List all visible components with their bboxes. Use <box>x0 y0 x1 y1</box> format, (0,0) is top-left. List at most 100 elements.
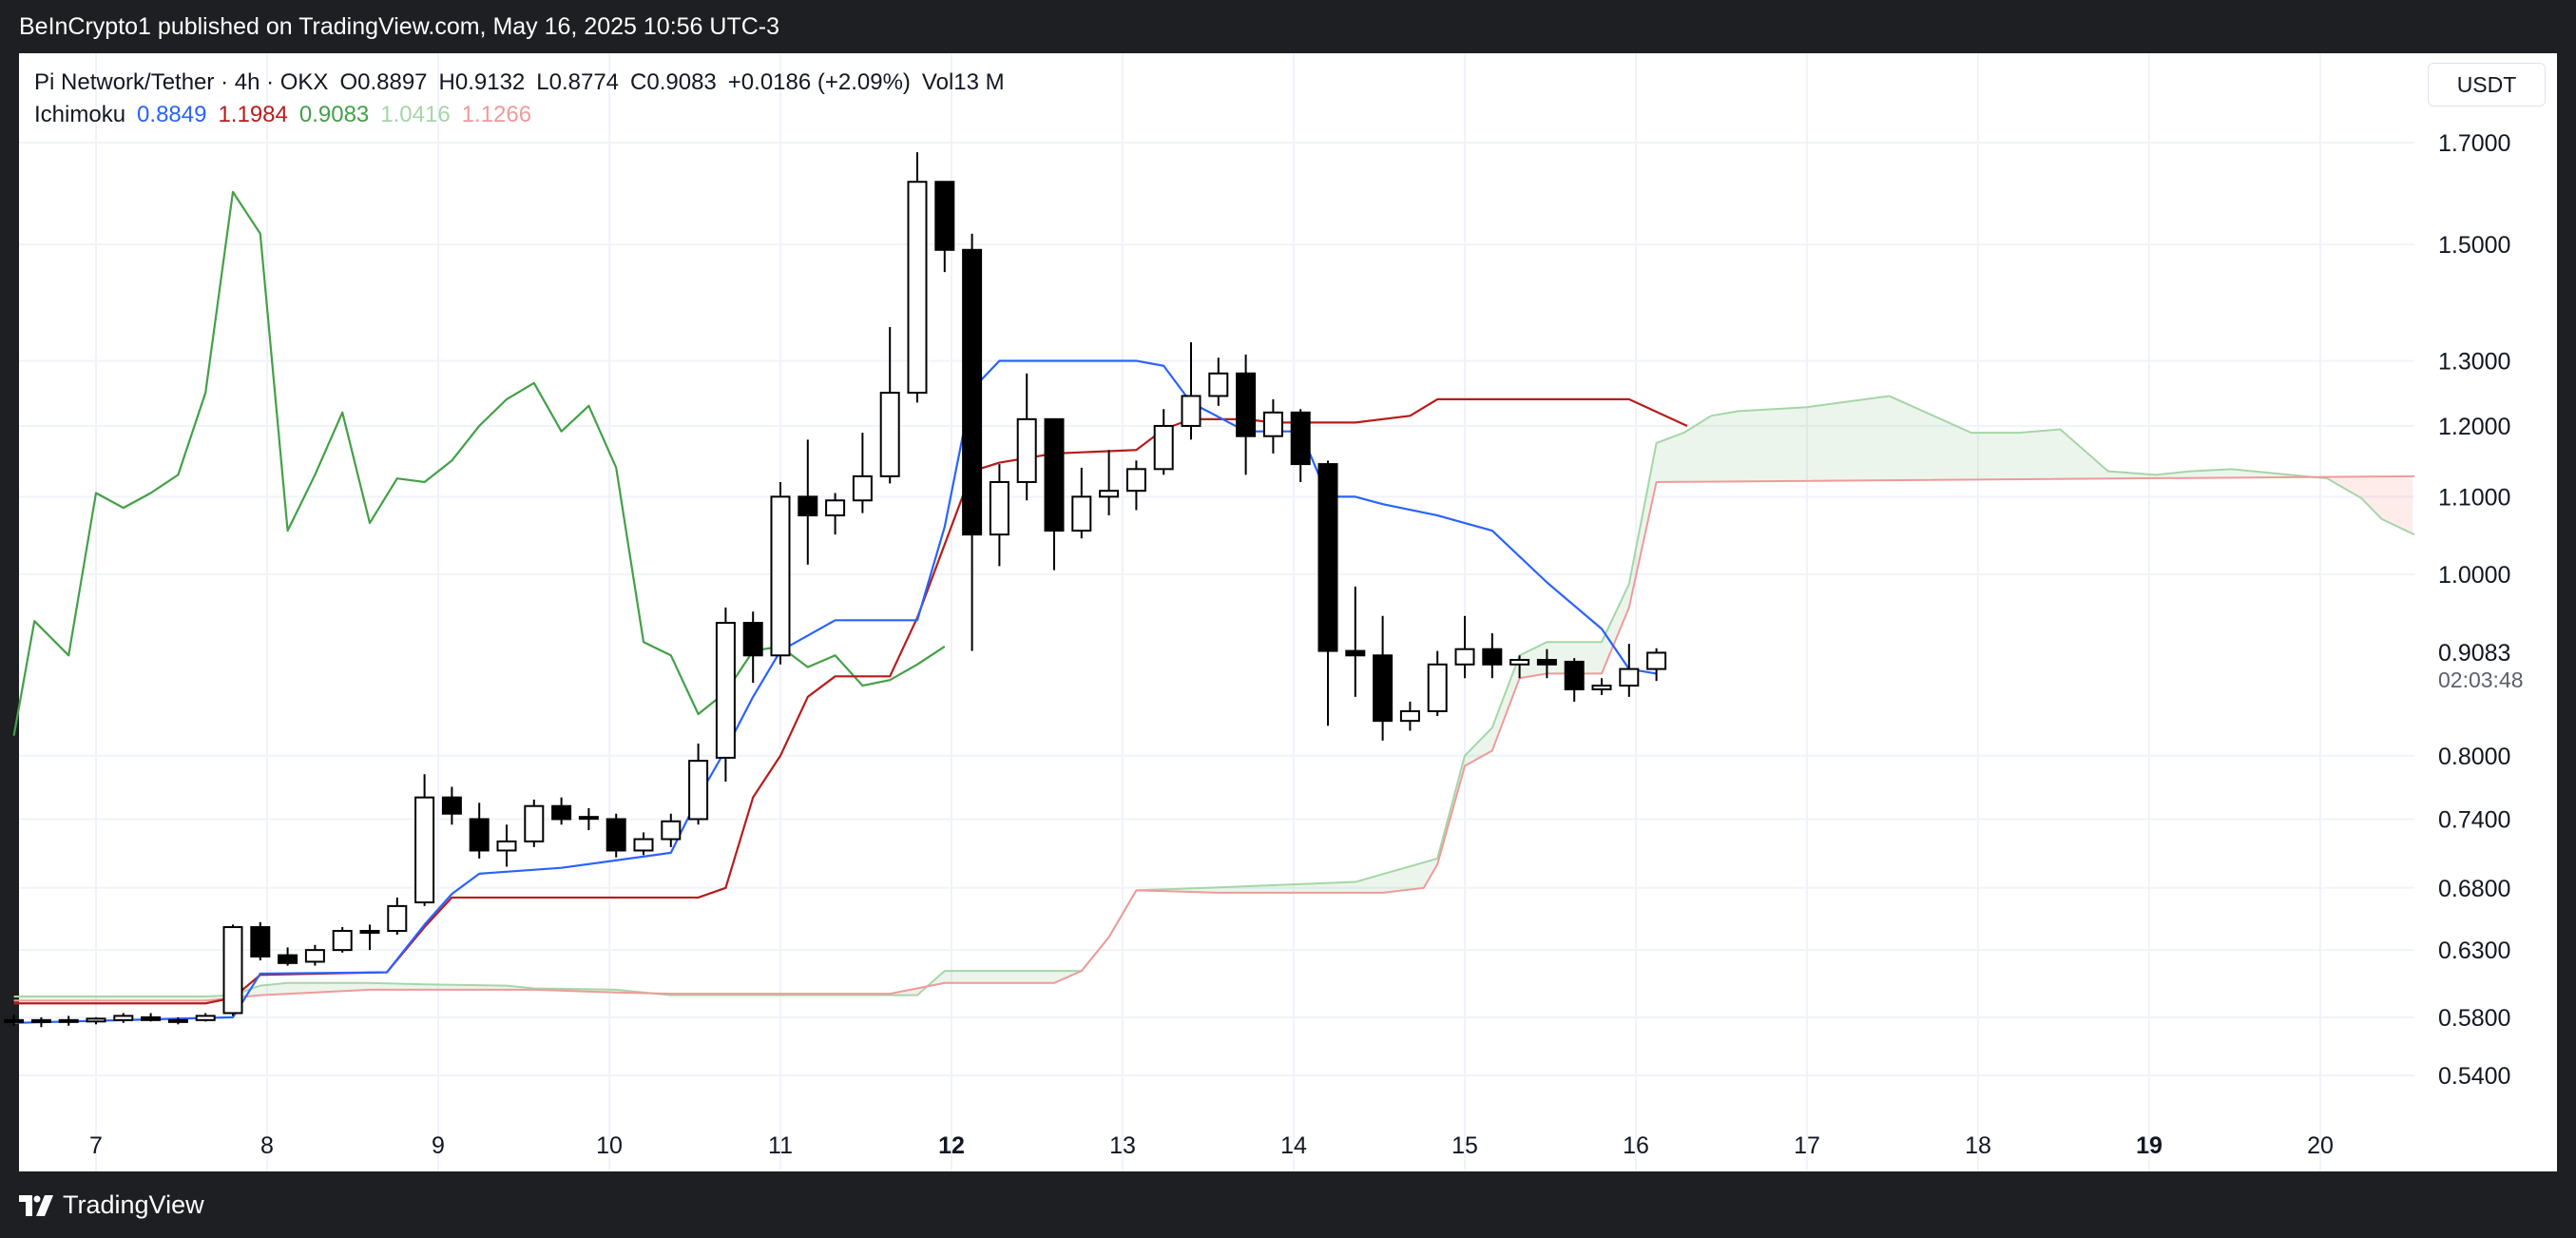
footer-bar <box>0 1171 2576 1238</box>
time-tick-label: 13 <box>1109 1132 1136 1159</box>
candle-body <box>770 495 791 657</box>
symbol-info[interactable]: Pi Network/Tether · 4h · OKX <box>34 69 329 95</box>
candle-up <box>825 493 846 535</box>
candle-body <box>1125 468 1146 493</box>
candle-down <box>469 803 490 859</box>
candle-body <box>195 1015 216 1021</box>
candle-down <box>1345 586 1366 697</box>
candle-body <box>1509 659 1530 666</box>
candle-up <box>1399 701 1420 731</box>
time-axis: 7 8 9 10 11 12 13 14 15 16 17 18 19 20 <box>89 1132 2334 1159</box>
candle-down <box>1564 658 1585 702</box>
indicator-name[interactable]: Ichimoku <box>34 102 126 127</box>
ohlc-close: C0.9083 <box>630 69 717 96</box>
candle-up <box>770 481 791 665</box>
ichimoku-span-a-value: 1.0416 <box>380 102 451 127</box>
high-value: 0.9132 <box>454 69 526 95</box>
cloud-segment <box>13 982 654 1001</box>
candle-body <box>1071 495 1092 532</box>
time-tick-label: 7 <box>89 1132 103 1159</box>
last-price-label: 0.9083 <box>2438 640 2510 667</box>
candle-down <box>798 439 818 565</box>
tradingview-icon <box>19 1194 53 1216</box>
candle-body <box>1564 660 1585 691</box>
price-tick-label: 0.5800 <box>2438 1005 2510 1032</box>
candle-body <box>304 949 325 963</box>
time-tick-label: 9 <box>432 1132 445 1159</box>
close-label: C <box>630 69 647 95</box>
low-label: L <box>536 69 549 95</box>
price-tick-label: 1.1000 <box>2438 484 2510 511</box>
candle-body <box>1373 654 1394 723</box>
candle-body <box>1345 649 1366 657</box>
candle-body <box>496 840 517 852</box>
candle-body <box>141 1016 162 1021</box>
candle-body <box>332 930 353 952</box>
candle-body <box>934 181 955 251</box>
currency-button[interactable]: USDT <box>2428 63 2546 106</box>
candle-down <box>4 1014 25 1026</box>
candle-down <box>441 786 462 825</box>
candle-up <box>1125 460 1146 511</box>
candle-down <box>742 611 763 684</box>
candle-down <box>1044 417 1065 571</box>
publisher-text: BeInCrypto1 published on TradingView.com… <box>19 13 779 40</box>
price-tick-label: 1.5000 <box>2438 232 2510 259</box>
price-tick-label: 1.0000 <box>2438 562 2510 589</box>
candle-body <box>1290 411 1311 466</box>
candle-up <box>496 824 517 867</box>
candle-body <box>278 954 298 964</box>
price-axis: 1.7000 1.5000 1.3000 1.2000 1.1000 1.0000 0.80… <box>2438 130 2524 1090</box>
candle-up <box>1208 358 1229 406</box>
candle-body <box>688 760 709 821</box>
candle-up <box>1509 655 1530 679</box>
chart-legend: Pi Network/Tether · 4h · OKX O0.8897 H0.… <box>34 67 1005 131</box>
time-tick-label: 8 <box>260 1132 274 1159</box>
candle-body <box>825 499 846 517</box>
candle-body <box>1482 648 1503 666</box>
candle-up <box>989 464 1009 567</box>
candle-down <box>167 1016 188 1025</box>
price-change: +0.0186 (+2.09%) <box>727 69 911 95</box>
candle-up <box>907 152 928 403</box>
candle-up <box>578 807 599 831</box>
candle-body <box>222 926 243 1015</box>
price-tick-label: 1.2000 <box>2438 414 2510 440</box>
candle-up <box>304 944 325 966</box>
candle-down <box>962 233 983 651</box>
ichimoku-lines <box>12 190 2415 1024</box>
candle-up <box>633 832 654 856</box>
candle-body <box>113 1015 134 1021</box>
candle-body <box>469 818 490 852</box>
candle-body <box>86 1017 106 1023</box>
candle-body <box>359 930 380 935</box>
candle-up <box>661 813 682 847</box>
conversion-line <box>13 359 1657 1024</box>
candle-body <box>4 1018 25 1023</box>
low-value: 0.8774 <box>548 69 620 95</box>
candle-body <box>798 495 818 517</box>
candle-down <box>250 921 271 961</box>
candle-up <box>852 433 873 513</box>
candle-up <box>1454 615 1475 679</box>
price-tick-label: 0.6300 <box>2438 938 2510 964</box>
candle-body <box>1181 395 1201 427</box>
candle-down <box>1290 409 1311 482</box>
ichimoku-cloud <box>13 396 2413 1001</box>
volume-value: 13 M <box>953 69 1005 95</box>
candle-body <box>1099 490 1120 498</box>
candle-up <box>1181 341 1201 440</box>
tradingview-logo[interactable]: TradingView <box>19 1190 204 1220</box>
time-tick-label: 16 <box>1623 1132 1649 1159</box>
time-tick-label: 15 <box>1451 1132 1478 1159</box>
symbol-row: Pi Network/Tether · 4h · OKX O0.8897 H0.… <box>34 67 1005 99</box>
candle-body <box>1236 372 1257 437</box>
candle-up <box>359 924 380 951</box>
volume: Vol13 M <box>922 69 1005 96</box>
time-tick-label: 18 <box>1965 1132 1991 1159</box>
candle-up <box>1262 398 1283 454</box>
candle-down <box>1317 460 1338 726</box>
leading-span-a-line <box>13 395 2415 998</box>
candle-up <box>715 607 736 782</box>
